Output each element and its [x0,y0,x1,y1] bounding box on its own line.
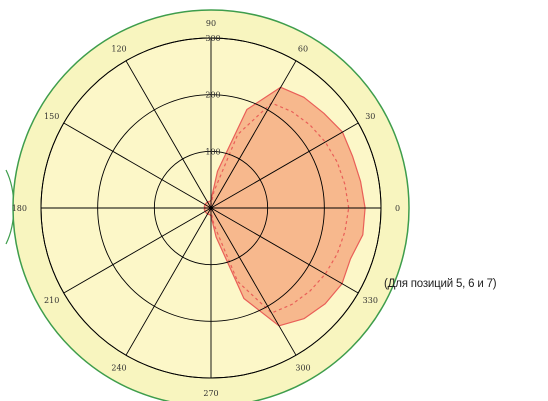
chart-caption: (Для позиций 5, 6 и 7) [384,278,497,290]
spoke-30 [210,122,359,209]
spoke-240 [125,207,212,356]
grid-layer [40,37,382,379]
angle-tick-label-330: 330 [363,296,378,305]
radial-tick-label-100: 100 [205,147,220,156]
angle-tick-label-0: 0 [395,204,400,213]
angle-tick-label-30: 30 [365,112,375,121]
angle-tick-label-90: 90 [206,19,216,28]
angle-tick-label-240: 240 [111,363,126,372]
angle-tick-label-270: 270 [203,389,218,398]
spoke-330 [210,207,359,294]
radial-tick-label-200: 200 [205,91,220,100]
series-dashed [210,102,350,314]
spoke-120 [125,60,212,209]
label-layer: 100 200 300 0 30 60 90 120 150 180 210 240 270 300 330 [12,19,400,398]
angle-tick-label-120: 120 [111,45,126,54]
angle-tick-label-180: 180 [12,204,27,213]
angle-tick-label-210: 210 [44,296,59,305]
radial-tick-label-300: 300 [205,34,220,43]
spoke-150 [63,122,212,209]
angle-tick-label-300: 300 [295,363,310,372]
spoke-60 [210,60,297,209]
angle-tick-label-150: 150 [44,112,59,121]
angle-tick-label-60: 60 [298,45,308,54]
spoke-300 [210,207,297,356]
spoke-210 [63,207,212,294]
